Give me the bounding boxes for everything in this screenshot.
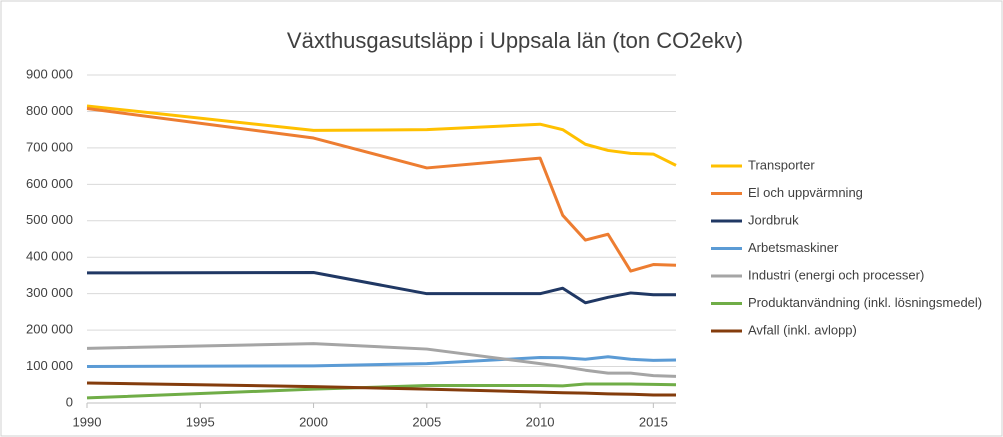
x-tick-label: 2000	[299, 414, 328, 429]
chart-title: Växthusgasutsläpp i Uppsala län (ton CO2…	[287, 28, 743, 53]
x-tick-label: 2005	[412, 414, 441, 429]
legend-label: Jordbruk	[748, 212, 799, 227]
legend-label: Industri (energi och processer)	[748, 267, 924, 282]
x-tick-label: 1995	[186, 414, 215, 429]
y-tick-label: 200 000	[26, 322, 73, 337]
series-line	[86, 342, 677, 378]
y-tick-label: 300 000	[26, 285, 73, 300]
legend-label: Arbetsmaskiner	[748, 240, 839, 255]
y-tick-label: 400 000	[26, 249, 73, 264]
series-line	[86, 107, 677, 273]
y-tick-label: 100 000	[26, 358, 73, 373]
y-tick-label: 500 000	[26, 212, 73, 227]
legend-label: Avfall (inkl. avlopp)	[748, 322, 857, 337]
series-line	[86, 355, 677, 369]
legend-label: Transporter	[748, 157, 815, 172]
y-tick-label: 800 000	[26, 103, 73, 118]
y-tick-label: 0	[66, 394, 73, 409]
legend-label: Produktanvändning (inkl. lösningsmedel)	[748, 295, 982, 310]
y-tick-label: 700 000	[26, 139, 73, 154]
series-line	[86, 271, 676, 305]
y-tick-label: 900 000	[26, 66, 73, 81]
x-tick-label: 1990	[73, 414, 102, 429]
legend-label: El och uppvärmning	[748, 185, 863, 200]
y-tick-label: 600 000	[26, 176, 73, 191]
x-tick-label: 2010	[526, 414, 555, 429]
x-tick-label: 2015	[639, 414, 668, 429]
series-line	[86, 104, 677, 167]
series-line	[86, 381, 676, 397]
